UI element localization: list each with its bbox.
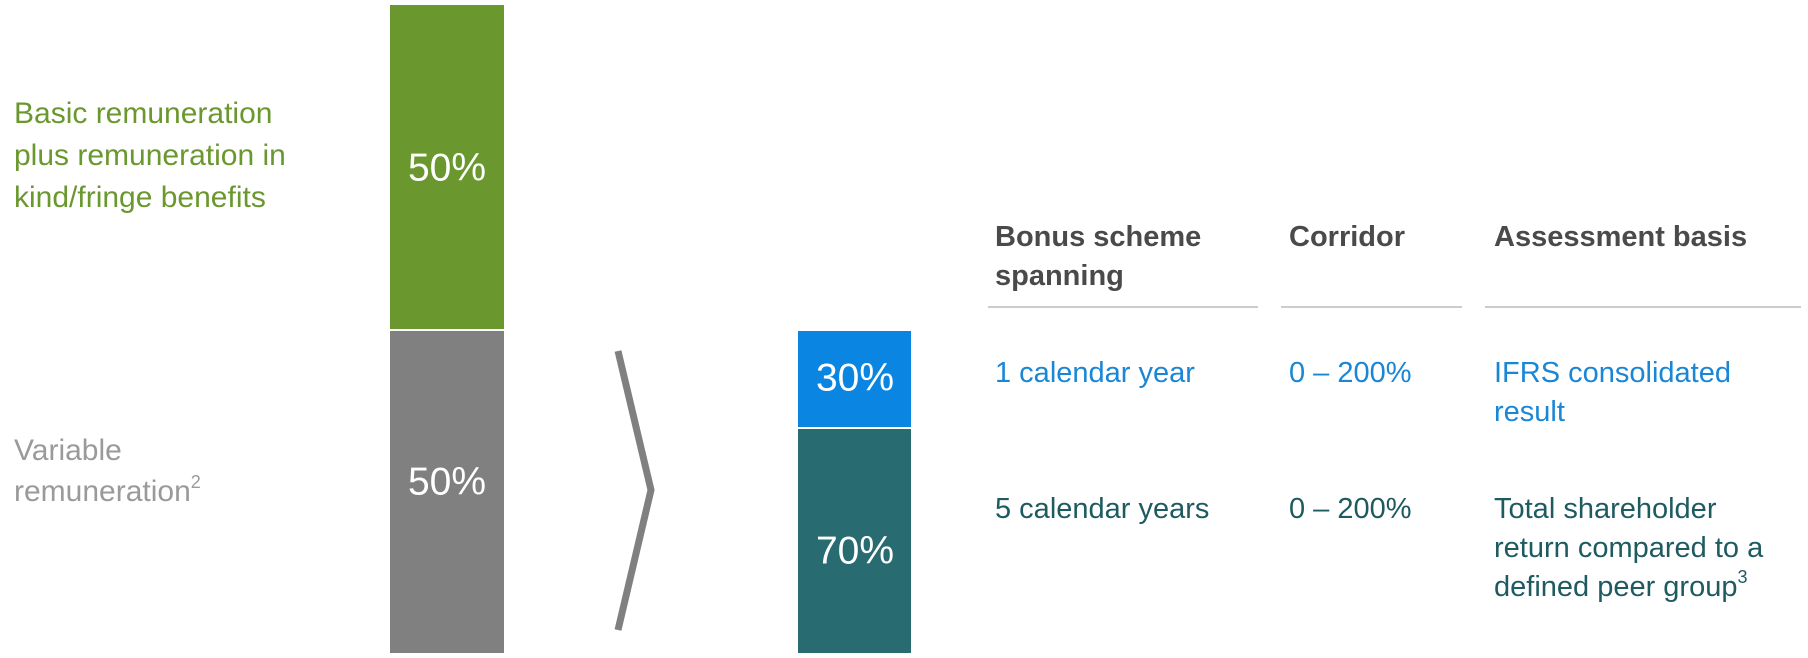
- cell-text: IFRS consolidated: [1494, 357, 1731, 389]
- long-term-bar: [798, 429, 911, 653]
- short-term-pct: 30%: [816, 356, 894, 399]
- cell-text: result: [1494, 396, 1565, 428]
- cell: return compared to a: [1494, 532, 1764, 564]
- variable-bar: [390, 331, 504, 653]
- cell-text: 0 – 200%: [1289, 493, 1412, 525]
- fixed-label-text: Basic remuneration: [14, 97, 272, 130]
- header-text: Corridor: [1289, 221, 1405, 253]
- variable-label: Variable: [14, 434, 122, 467]
- header-text: spanning: [995, 260, 1124, 292]
- cell-text: 5 calendar years: [995, 493, 1209, 525]
- header-text: Assessment basis: [1494, 221, 1747, 253]
- cell-text: return compared to a: [1494, 532, 1764, 564]
- cell: Total shareholder: [1494, 493, 1717, 525]
- header: Bonus scheme: [995, 221, 1201, 253]
- variable-label: remuneration2: [14, 472, 201, 508]
- variable-pct: 50%: [408, 460, 486, 503]
- variable-label-text: Variable: [14, 434, 122, 467]
- cell: 0 – 200%: [1289, 493, 1412, 525]
- fixed-label-text: kind/fringe benefits: [14, 181, 266, 214]
- cell: 1 calendar year: [995, 357, 1195, 389]
- footnote: 2: [191, 472, 201, 492]
- cell: result: [1494, 396, 1565, 428]
- header: spanning: [995, 260, 1124, 292]
- footnote: 3: [1737, 567, 1747, 587]
- cell-text: 1 calendar year: [995, 357, 1195, 389]
- fixed-label: plus remuneration in: [14, 139, 286, 172]
- header: Assessment basis: [1494, 221, 1747, 253]
- cell: 5 calendar years: [995, 493, 1209, 525]
- cell: 0 – 200%: [1289, 357, 1412, 389]
- cell-text: defined peer group: [1494, 571, 1737, 603]
- cell-text: Total shareholder: [1494, 493, 1717, 525]
- chevron: [614, 350, 655, 631]
- header: Corridor: [1289, 221, 1405, 253]
- variable-label-text: remuneration: [14, 475, 191, 508]
- short-term-bar: [798, 331, 911, 427]
- cell: IFRS consolidated: [1494, 357, 1731, 389]
- cell: defined peer group3: [1494, 567, 1748, 603]
- fixed-pct: 50%: [408, 146, 486, 189]
- header-text: Bonus scheme: [995, 221, 1201, 253]
- fixed-label: kind/fringe benefits: [14, 181, 266, 214]
- fixed-label-text: plus remuneration in: [14, 139, 286, 172]
- cell-text: 0 – 200%: [1289, 357, 1412, 389]
- long-term-pct: 70%: [816, 529, 894, 572]
- fixed-label: Basic remuneration: [14, 97, 272, 130]
- fixed-bar: [390, 5, 504, 329]
